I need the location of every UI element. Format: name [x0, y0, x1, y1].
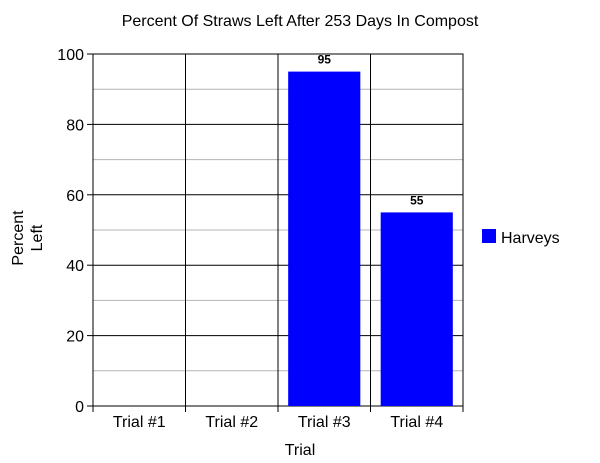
y-axis-title-line-1: Percent	[10, 210, 27, 266]
legend-label: Harveys	[501, 230, 560, 247]
legend: Harveys	[482, 229, 560, 247]
y-tick-label: 100	[57, 47, 84, 64]
y-axis-title: Percent Left	[10, 210, 46, 266]
x-tick-label: Trial #1	[113, 414, 166, 431]
data-label: 55	[410, 193, 424, 207]
y-tick-label: 0	[75, 399, 84, 416]
y-tick-label: 20	[66, 329, 84, 346]
y-tick-label: 60	[66, 188, 84, 205]
y-tick-label: 80	[66, 117, 84, 134]
bars: 95 55	[288, 53, 453, 406]
x-axis: Trial #1 Trial #2 Trial #3 Trial #4	[92, 406, 464, 431]
bar-3	[288, 71, 361, 406]
y-axis: 0 20 40 60 80 100	[57, 47, 93, 416]
x-tick-label: Trial #2	[205, 414, 258, 431]
bar-4	[380, 212, 453, 406]
y-axis-title-line-2: Left	[29, 224, 46, 251]
chart-title: Percent Of Straws Left After 253 Days In…	[122, 13, 479, 30]
y-tick-label: 40	[66, 258, 84, 275]
x-tick-label: Trial #3	[298, 414, 351, 431]
legend-swatch	[482, 229, 496, 243]
x-tick-label: Trial #4	[390, 414, 443, 431]
x-axis-title: Trial	[285, 442, 316, 459]
data-label: 95	[318, 53, 332, 67]
